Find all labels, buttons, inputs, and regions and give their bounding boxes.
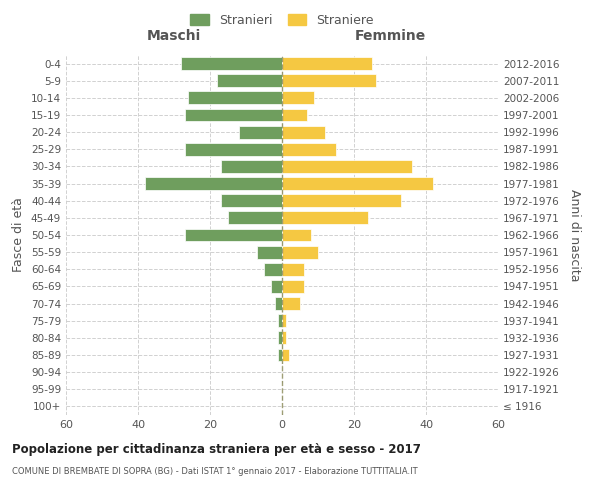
Bar xyxy=(239,126,282,138)
Bar xyxy=(278,314,282,327)
Bar xyxy=(185,143,282,156)
Bar xyxy=(282,160,412,173)
Bar xyxy=(282,332,286,344)
Bar xyxy=(264,263,282,276)
Bar xyxy=(282,246,318,258)
Bar xyxy=(282,57,372,70)
Bar xyxy=(282,74,376,87)
Bar xyxy=(257,246,282,258)
Bar xyxy=(282,228,311,241)
Bar xyxy=(282,212,368,224)
Y-axis label: Fasce di età: Fasce di età xyxy=(13,198,25,272)
Bar xyxy=(221,160,282,173)
Bar xyxy=(145,177,282,190)
Bar xyxy=(282,108,307,122)
Bar xyxy=(181,57,282,70)
Bar xyxy=(282,92,314,104)
Bar xyxy=(282,348,289,362)
Bar xyxy=(282,314,286,327)
Bar xyxy=(185,228,282,241)
Text: Maschi: Maschi xyxy=(147,28,201,42)
Text: COMUNE DI BREMBATE DI SOPRA (BG) - Dati ISTAT 1° gennaio 2017 - Elaborazione TUT: COMUNE DI BREMBATE DI SOPRA (BG) - Dati … xyxy=(12,468,418,476)
Y-axis label: Anni di nascita: Anni di nascita xyxy=(568,188,581,281)
Text: Popolazione per cittadinanza straniera per età e sesso - 2017: Popolazione per cittadinanza straniera p… xyxy=(12,442,421,456)
Bar xyxy=(282,126,325,138)
Bar xyxy=(275,297,282,310)
Bar xyxy=(278,332,282,344)
Bar xyxy=(278,348,282,362)
Bar xyxy=(282,194,401,207)
Bar xyxy=(282,177,433,190)
Bar xyxy=(282,280,304,293)
Bar xyxy=(282,143,336,156)
Text: Femmine: Femmine xyxy=(355,28,425,42)
Bar xyxy=(228,212,282,224)
Bar xyxy=(221,194,282,207)
Bar xyxy=(282,297,300,310)
Bar xyxy=(188,92,282,104)
Bar xyxy=(282,263,304,276)
Legend: Stranieri, Straniere: Stranieri, Straniere xyxy=(185,8,379,32)
Bar xyxy=(217,74,282,87)
Bar xyxy=(185,108,282,122)
Bar xyxy=(271,280,282,293)
